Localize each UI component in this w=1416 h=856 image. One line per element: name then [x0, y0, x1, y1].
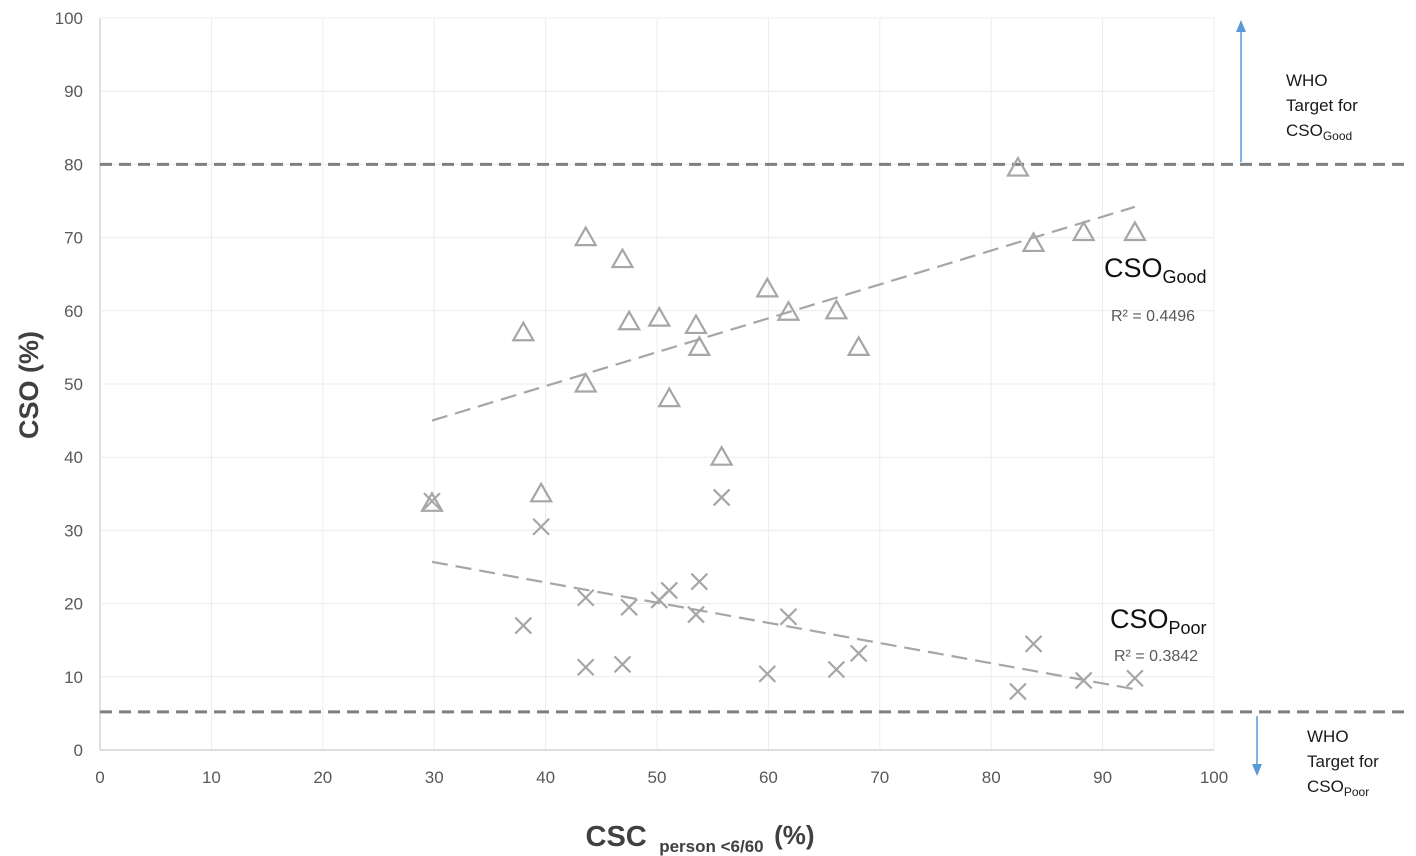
point-good [657, 386, 682, 408]
point-poor [758, 665, 777, 683]
x-tick-label: 90 [1093, 768, 1112, 787]
point-good [1006, 155, 1030, 177]
arrow-down-icon [1252, 716, 1262, 776]
point-good [573, 225, 598, 247]
point-good [529, 481, 554, 503]
point-poor [576, 588, 595, 607]
point-poor [849, 644, 868, 663]
x-tick-label: 20 [313, 768, 332, 787]
trendlines [431, 205, 1136, 691]
y-tick-label: 100 [55, 9, 83, 28]
point-poor [779, 607, 798, 626]
point-poor [613, 655, 632, 674]
point-poor [1074, 671, 1093, 690]
point-good [617, 309, 642, 331]
arrow-up-icon [1236, 20, 1246, 162]
r2-label-good: R² = 0.4496 [1111, 308, 1195, 325]
x-tick-label: 80 [982, 768, 1001, 787]
svg-text:WHO: WHO [1307, 727, 1349, 746]
x-tick-label: 0 [95, 768, 104, 787]
x-tick-label: 40 [536, 768, 555, 787]
who-target-note-good: WHO Target for CSOGood [1286, 71, 1358, 143]
point-good [610, 247, 635, 269]
y-tick-label: 0 [74, 741, 83, 760]
y-tick-label: 30 [64, 521, 83, 540]
y-tick-label: 50 [64, 375, 83, 394]
point-poor [620, 598, 638, 617]
x-tick-label: 100 [1200, 768, 1228, 787]
svg-text:WHO: WHO [1286, 71, 1328, 90]
x-tick-label: 70 [870, 768, 889, 787]
grid [99, 17, 1215, 751]
svg-text:Target for: Target for [1286, 96, 1358, 115]
point-good [1123, 220, 1147, 242]
point-good [647, 305, 672, 327]
svg-text:CSOGood: CSOGood [1286, 121, 1352, 143]
point-good [511, 320, 536, 342]
point-poor [1024, 635, 1043, 653]
x-tick-label: 50 [648, 768, 667, 787]
point-good [684, 313, 708, 335]
point-poor [514, 616, 533, 635]
point-good [824, 298, 849, 320]
point-good [755, 276, 780, 298]
trendline-poor [431, 560, 1136, 691]
point-poor [687, 605, 705, 624]
point-poor [1009, 682, 1027, 701]
point-good [420, 491, 444, 512]
data-points [420, 155, 1147, 701]
y-tick-label: 40 [64, 448, 83, 467]
x-tick-label: 10 [202, 768, 221, 787]
point-good [846, 335, 871, 356]
point-good [776, 300, 801, 321]
y-axis-title: CSO (%) [14, 331, 44, 439]
point-poor [712, 488, 731, 507]
point-poor [1126, 669, 1144, 688]
reference-lines [100, 162, 1410, 714]
point-poor [827, 660, 846, 679]
x-tick-label: 60 [759, 768, 778, 787]
point-poor [660, 581, 679, 600]
series-label-poor: CSOPoor [1110, 604, 1207, 638]
point-good [687, 335, 712, 356]
y-tick-label: 80 [64, 155, 83, 174]
point-good [1021, 231, 1046, 253]
point-poor [576, 658, 595, 677]
svg-text:Target for: Target for [1307, 752, 1379, 771]
r2-label-poor: R² = 0.3842 [1114, 648, 1198, 665]
x-axis-ticks: 0 10 20 30 40 50 60 70 80 90 100 [95, 768, 1228, 787]
y-tick-label: 20 [64, 595, 83, 614]
point-poor [690, 572, 709, 591]
y-tick-label: 90 [64, 82, 83, 101]
x-tick-label: 30 [425, 768, 444, 787]
who-target-note-poor: WHO Target for CSOPoor [1307, 727, 1379, 799]
y-tick-label: 70 [64, 229, 83, 248]
point-good [1071, 220, 1096, 242]
point-poor [532, 517, 550, 536]
x-axis-title: CSC person <6/60 (%) [586, 820, 815, 856]
point-good [573, 371, 598, 393]
trendline-good [431, 205, 1136, 422]
y-axis-ticks: 0 10 20 30 40 50 60 70 80 90 100 [55, 9, 83, 760]
y-tick-label: 10 [64, 668, 83, 687]
point-poor [423, 492, 441, 510]
series-label-good: CSOGood [1104, 253, 1207, 287]
svg-text:CSOPoor: CSOPoor [1307, 777, 1369, 799]
point-good [709, 444, 734, 466]
y-tick-label: 60 [64, 302, 83, 321]
